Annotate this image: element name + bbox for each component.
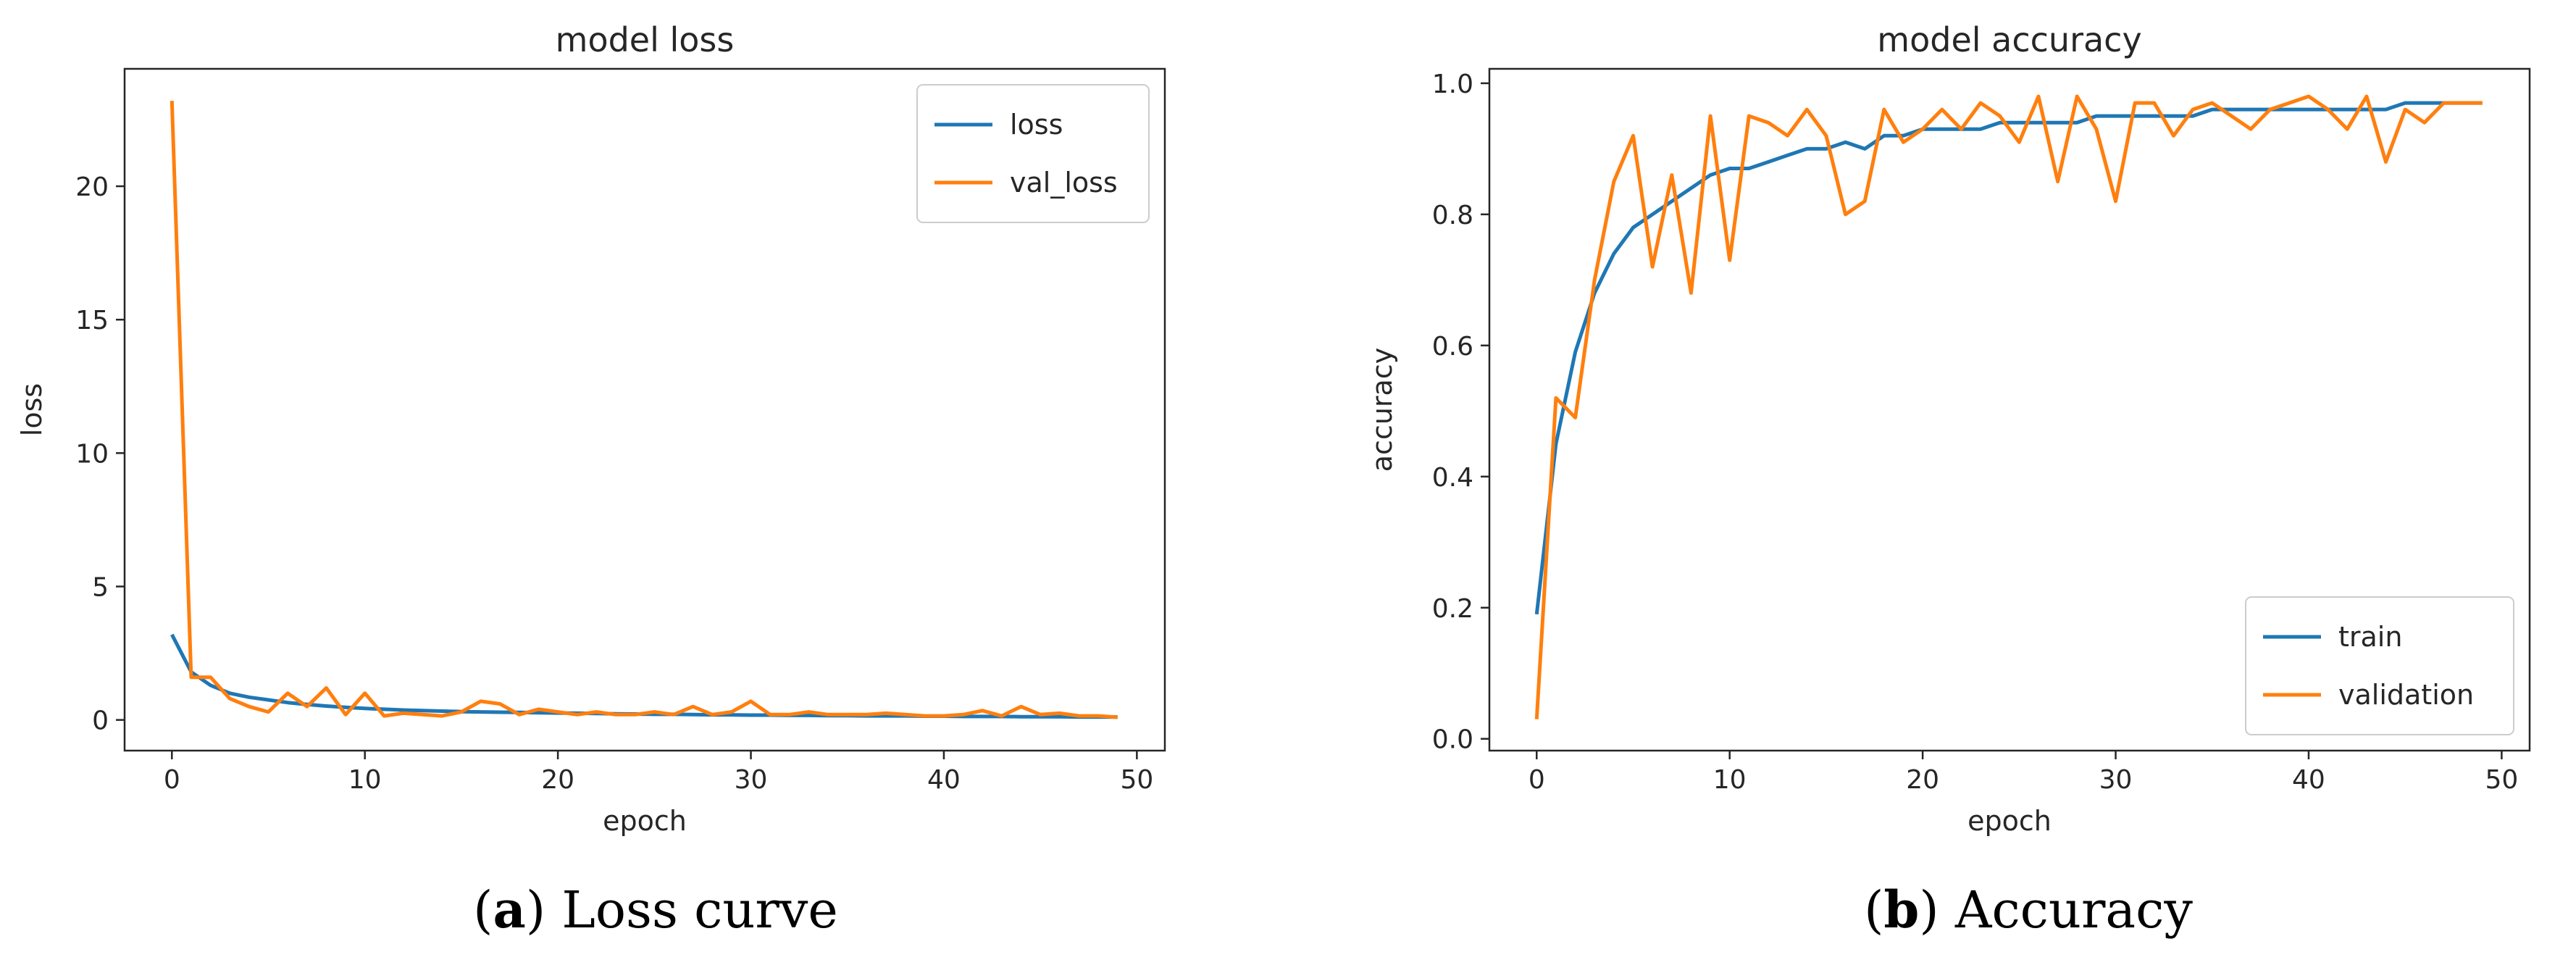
y-tick-label: 0.4 bbox=[1432, 463, 1473, 493]
caption-a: (a) Loss curve bbox=[473, 880, 838, 940]
y-tick-label: 5 bbox=[92, 572, 109, 602]
y-tick-label: 0 bbox=[92, 706, 109, 736]
caption-a-label: a bbox=[493, 880, 525, 940]
caption-b-label: b bbox=[1883, 880, 1919, 940]
caption-b-text: Accuracy bbox=[1939, 880, 2194, 940]
x-tick-label: 20 bbox=[541, 765, 574, 795]
series-line-train bbox=[1536, 103, 2482, 614]
x-tick-label: 40 bbox=[2292, 765, 2325, 795]
x-tick-label: 50 bbox=[1120, 765, 1153, 795]
y-tick-label: 1.0 bbox=[1432, 70, 1473, 99]
y-tick-label: 10 bbox=[75, 439, 109, 469]
y-tick-label: 0.0 bbox=[1432, 725, 1473, 755]
legend-entry: validation bbox=[2338, 679, 2474, 711]
legend: loss val_loss bbox=[917, 85, 1149, 222]
x-tick-label: 10 bbox=[348, 765, 382, 795]
x-tick-label: 30 bbox=[2099, 765, 2133, 795]
legend: train validation bbox=[2246, 597, 2514, 735]
accuracy-chart: 0 10 20 30 40 50 0.0 0.2 0.4 0.6 0.8 1.0 model accur… bbox=[1366, 20, 2530, 837]
y-tick-label: 15 bbox=[75, 306, 109, 335]
legend-box bbox=[2246, 597, 2514, 735]
x-tick-label: 50 bbox=[2485, 765, 2518, 795]
series-line-loss bbox=[172, 635, 1117, 717]
y-tick-label: 0.2 bbox=[1432, 594, 1473, 624]
x-tick-label: 30 bbox=[735, 765, 768, 795]
caption-a-text: Loss curve bbox=[545, 880, 838, 940]
y-axis-label: loss bbox=[16, 383, 48, 436]
y-axis-label: accuracy bbox=[1366, 348, 1398, 472]
legend-entry: loss bbox=[1010, 109, 1063, 141]
x-tick-label: 20 bbox=[1906, 765, 1939, 795]
y-tick-label: 0.8 bbox=[1432, 201, 1473, 230]
x-tick-label: 0 bbox=[1529, 765, 1545, 795]
x-tick-label: 40 bbox=[927, 765, 961, 795]
x-axis-label: epoch bbox=[1967, 805, 2052, 837]
legend-entry: val_loss bbox=[1010, 167, 1118, 199]
y-tick-label: 20 bbox=[75, 172, 109, 202]
x-axis-label: epoch bbox=[603, 805, 687, 837]
caption-b: (b) Accuracy bbox=[1864, 880, 2193, 940]
chart-title: model loss bbox=[556, 20, 735, 59]
chart-title: model accuracy bbox=[1877, 20, 2141, 59]
x-tick-label: 10 bbox=[1713, 765, 1747, 795]
legend-box bbox=[917, 85, 1149, 222]
y-tick-label: 0.6 bbox=[1432, 332, 1473, 362]
x-tick-label: 0 bbox=[164, 765, 180, 795]
legend-entry: train bbox=[2338, 621, 2402, 653]
